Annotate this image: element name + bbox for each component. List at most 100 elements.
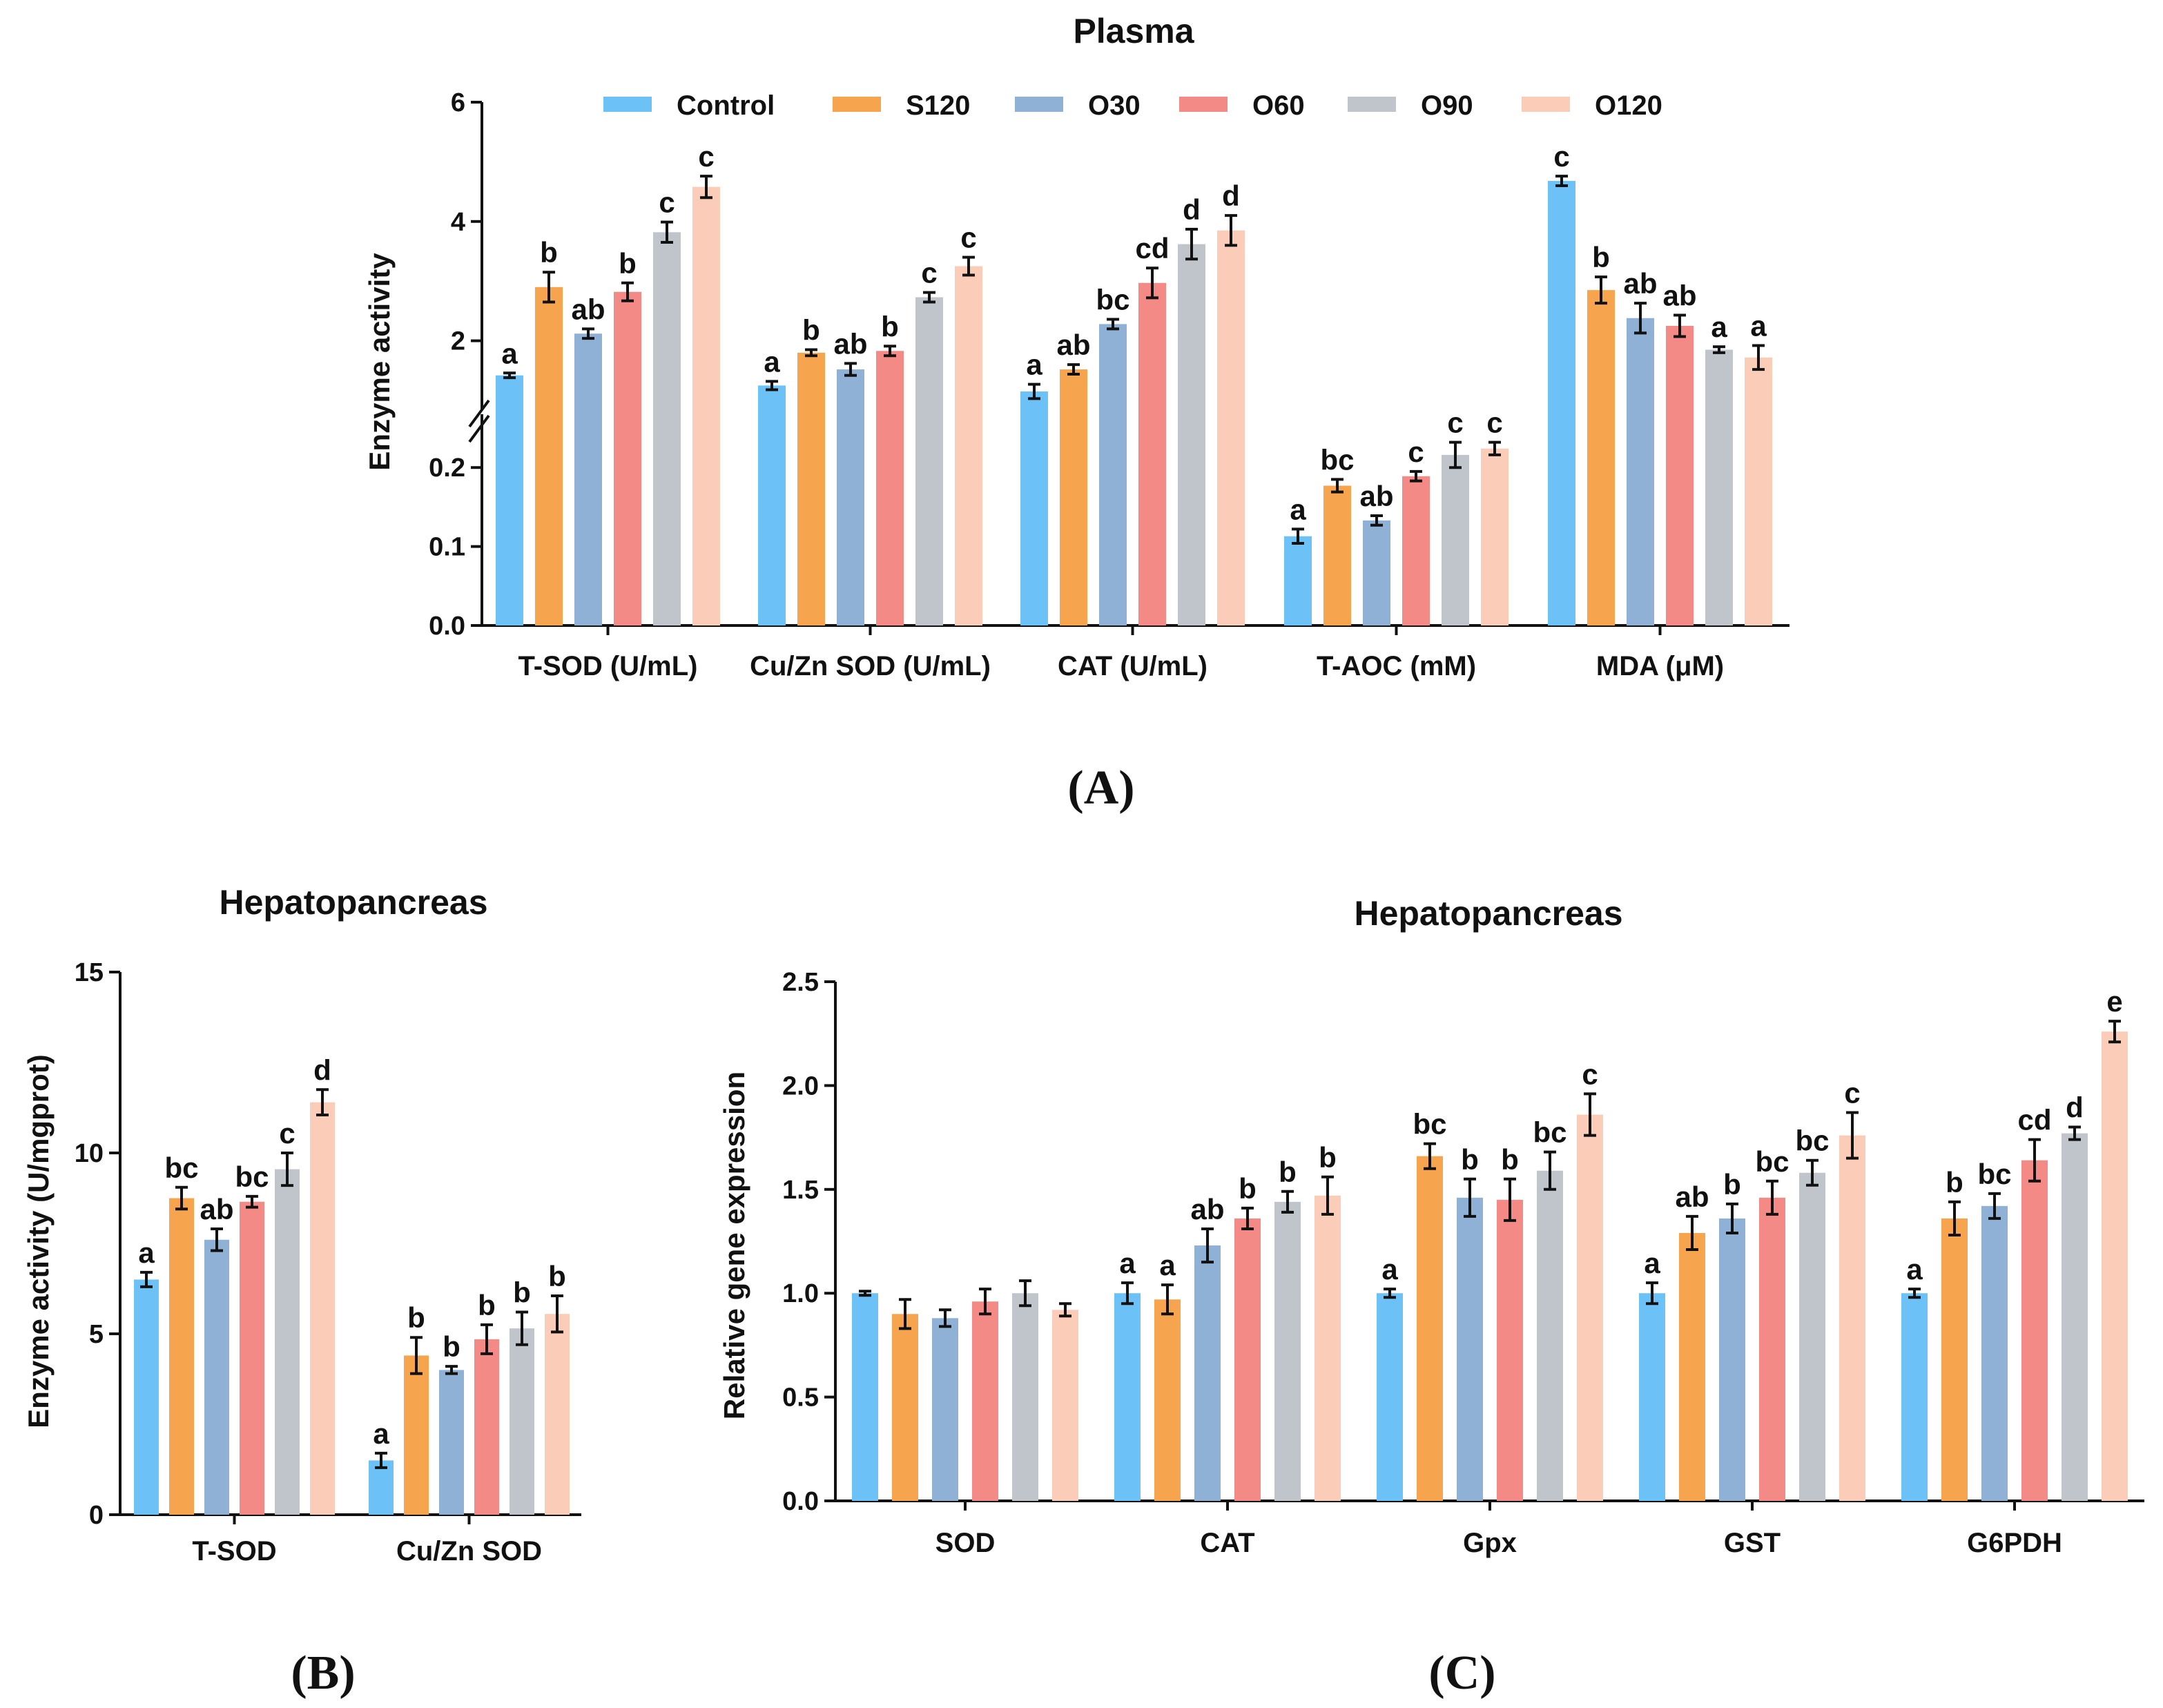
panel-c-cat-o30-bar [1194, 1245, 1221, 1501]
panel-a-t-sod-u-ml-o30-bar [574, 333, 602, 625]
panel-a-mda-m-s120-bar [1587, 290, 1615, 625]
panel-a-cu-zn-sod-u-ml-control-significance-letter: a [764, 345, 780, 378]
panel-b-cu-zn-sod-o30-significance-letter: b [443, 1330, 460, 1363]
panel-c-cat-s120-bar [1154, 1299, 1181, 1501]
panel-b-t-sod-o60-bar [240, 1201, 264, 1515]
panel-a-y-tick-label-upper-0: 2 [451, 327, 465, 356]
panel-b-cu-zn-sod-o60-significance-letter: b [478, 1289, 496, 1321]
panel-c-gpx-control-bar [1377, 1293, 1403, 1501]
panel-a-mda-m-o90-bar [1705, 349, 1733, 625]
panel-c-cat-o90-bar [1274, 1201, 1301, 1501]
panel-c-sod-o120-bar [1052, 1310, 1078, 1501]
panel-c-axes: 0.0 0.5 1.0 1.5 2.0 2.5 SOD CAT Gpx GST G6PDH [782, 968, 2144, 1558]
panel-a-x-label-mda-m: MDA (μM) [1596, 651, 1724, 681]
panel-a-t-sod-u-ml-s120-bar [535, 287, 563, 625]
panel-c-sod-s120-bar [892, 1314, 918, 1501]
panel-a-cu-zn-sod-u-ml-o120-bar [955, 266, 982, 626]
panel-c-sod-control-bar [852, 1293, 878, 1501]
panel-a-cu-zn-sod-u-ml-control-bar [758, 385, 786, 625]
panel-c-g6pdh-s120-bar [1941, 1218, 1968, 1501]
panel-a-t-aoc-mm-o120-significance-letter: c [1486, 407, 1502, 439]
legend-label-o90: O90 [1421, 90, 1473, 121]
panel-a-t-aoc-mm-control-significance-letter: a [1290, 493, 1306, 525]
panel-a-cat-u-ml-o60-bar [1138, 282, 1166, 625]
panel-a-cat-u-ml-o120-significance-letter: d [1222, 179, 1240, 212]
legend-swatch-o90 [1348, 97, 1396, 112]
panel-c-y-axis-label: Relative gene expression [718, 1071, 750, 1419]
panel-a-x-label-cat-u-ml: CAT (U/mL) [1058, 651, 1207, 681]
panel-a-t-sod-u-ml-o90-significance-letter: c [659, 186, 675, 219]
panel-a-cu-zn-sod-u-ml-s120-significance-letter: b [802, 314, 820, 347]
panel-a-mda-m-o60-significance-letter: ab [1662, 279, 1696, 311]
panel-c-x-label-cat: CAT [1200, 1528, 1254, 1558]
panel-a-t-aoc-mm-s120-bar [1323, 485, 1351, 625]
panel-a-mda-m-control-bar [1548, 181, 1575, 626]
panel-c-g6pdh-control-significance-letter: a [1906, 1253, 1923, 1285]
legend-label-s120: S120 [906, 90, 970, 121]
panel-c-cat-o60-significance-letter: b [1239, 1172, 1257, 1205]
panel-a-cu-zn-sod-u-ml-o60-significance-letter: b [881, 310, 899, 342]
panel-a-cat-u-ml-o30-bar [1099, 324, 1127, 625]
panel-a-mda-m-o90-significance-letter: a [1711, 311, 1727, 343]
panel-b-y-tick-label-2: 10 [75, 1139, 104, 1168]
panel-a-x-label-cu-zn-sod-u-ml: Cu/Zn SOD (U/mL) [750, 651, 991, 681]
panel-c-x-label-gpx: Gpx [1463, 1528, 1517, 1558]
panel-c-g6pdh-o60-significance-letter: cd [2017, 1104, 2051, 1136]
panel-b-cu-zn-sod-o90-significance-letter: b [513, 1277, 531, 1309]
panel-c-gst-o30-significance-letter: b [1723, 1168, 1741, 1201]
panel-b-cu-zn-sod-control-significance-letter: a [373, 1417, 389, 1450]
panel-b-y-tick-label-0: 0 [89, 1501, 104, 1530]
panel-b-y-axis-label: Enzyme activity (U/mgprot) [22, 1054, 55, 1428]
panel-a-axis-break-mark-1 [468, 399, 490, 428]
panel-a-mda-m-o60-bar [1666, 326, 1694, 625]
panel-b-y-tick-label-1: 5 [89, 1320, 104, 1349]
panel-a-t-sod-u-ml-control-significance-letter: a [501, 337, 518, 369]
panel-a-x-label-t-aoc-mm: T-AOC (mM) [1317, 651, 1476, 681]
panel-b-axes: 0 5 10 15 T-SOD Cu/Zn SOD [75, 958, 581, 1566]
panel-b-cu-zn-sod-o120-significance-letter: b [548, 1260, 566, 1292]
panel-b-cu-zn-sod-o120-bar [545, 1314, 570, 1515]
panel-b-t-sod-s120-bar [169, 1198, 194, 1515]
panel-a-t-sod-u-ml-control-bar [496, 375, 523, 625]
panel-c-gst-o90-significance-letter: bc [1795, 1125, 1829, 1157]
panel-c-cat-o90-significance-letter: b [1279, 1156, 1297, 1188]
panel-c-cat-o120-bar [1315, 1195, 1341, 1501]
panel-c-g6pdh-s120-significance-letter: b [1946, 1166, 1963, 1198]
panel-a-axes: 0.0 0.1 0.2 2 4 6 T-SOD (U/mL) Cu/Zn SOD (U/mL)… [429, 88, 1789, 681]
panel-a-cu-zn-sod-u-ml-s120-bar [797, 352, 825, 625]
panel-a-cat-u-ml-o120-bar [1217, 230, 1245, 625]
panel-b-t-sod-o120-significance-letter: d [313, 1054, 331, 1086]
panel-c-gpx-o90-significance-letter: bc [1533, 1116, 1567, 1149]
panel-c-sod-o60-bar [972, 1301, 998, 1501]
panel-c-gst-control-significance-letter: a [1644, 1247, 1660, 1279]
panel-a-cat-u-ml-control-significance-letter: a [1026, 349, 1042, 381]
panel-c-gpx-o90-bar [1537, 1170, 1563, 1501]
panel-a-t-sod-u-ml-o30-significance-letter: ab [571, 293, 605, 325]
panel-c-cat-o60-bar [1234, 1218, 1261, 1501]
panel-a-t-sod-u-ml-s120-significance-letter: b [540, 236, 558, 269]
panel-a-mda-m-o120-bar [1745, 357, 1772, 625]
panel-c-x-label-sod: SOD [935, 1528, 996, 1558]
panel-c-gpx-o60-significance-letter: b [1501, 1143, 1519, 1176]
panel-a-t-aoc-mm-o120-bar [1481, 448, 1509, 625]
panel-c-gpx-o30-significance-letter: b [1461, 1143, 1479, 1176]
panel-c-cat-control-bar [1114, 1293, 1141, 1501]
panel-a-cu-zn-sod-u-ml-o30-significance-letter: ab [833, 327, 867, 360]
legend-label-control: Control [677, 90, 775, 121]
legend-swatch-o30 [1015, 97, 1063, 112]
panel-b-y-tick-label-3: 15 [75, 958, 104, 987]
panel-a-y-axis-label: Enzyme activity [363, 253, 396, 471]
panel-c-g6pdh-o90-bar [2062, 1133, 2088, 1501]
panel-b-x-label-t-sod: T-SOD [192, 1536, 276, 1566]
panel-c-y-tick-label-4: 2.0 [782, 1071, 819, 1100]
panel-a-t-aoc-mm-control-bar [1284, 536, 1312, 625]
panel-b-t-sod-control-bar [134, 1279, 159, 1515]
panel-c-gst-o60-significance-letter: bc [1755, 1145, 1789, 1178]
panel-c-gst-o60-bar [1759, 1197, 1785, 1501]
panel-a-cat-u-ml-s120-bar [1060, 369, 1087, 625]
panel-c-gst-control-bar [1639, 1293, 1665, 1501]
panel-label-a: (A) [1067, 761, 1134, 815]
legend-label-o120: O120 [1595, 90, 1662, 121]
panel-b-t-sod-control-significance-letter: a [138, 1236, 155, 1269]
